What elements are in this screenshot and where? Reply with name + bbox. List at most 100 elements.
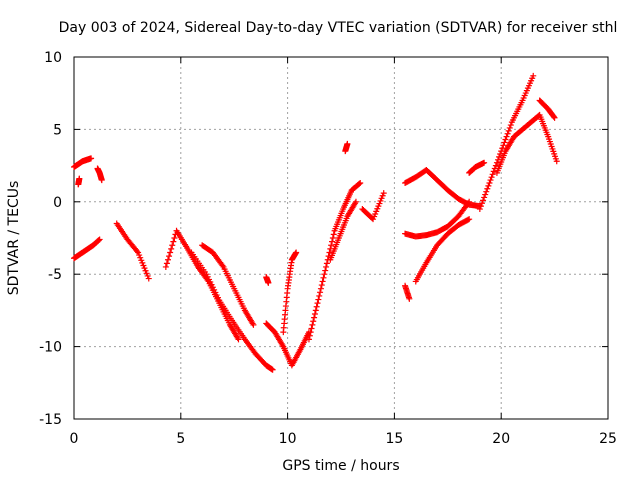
- data-point: [550, 113, 557, 120]
- data-point: [139, 259, 146, 266]
- data-point: [478, 200, 485, 207]
- data-point: [311, 311, 318, 318]
- series-sat-track-3: [94, 165, 105, 184]
- data-point: [265, 279, 272, 286]
- data-point: [496, 153, 503, 160]
- data-point: [269, 366, 276, 373]
- series-sat-track-15: [359, 190, 387, 223]
- series-sat-track-4: [71, 236, 103, 262]
- data-point: [466, 216, 473, 223]
- data-point: [330, 231, 337, 238]
- data-point: [376, 200, 383, 207]
- data-point: [162, 263, 169, 270]
- data-point: [213, 292, 220, 299]
- data-point: [504, 130, 511, 137]
- series-sat-track-14: [342, 140, 351, 155]
- data-point: [212, 289, 219, 296]
- series-sat-track-16: [402, 282, 413, 302]
- data-point: [314, 300, 321, 307]
- data-point: [481, 159, 488, 166]
- x-axis-label: GPS time / hours: [282, 458, 399, 474]
- data-point: [316, 292, 323, 299]
- y-tick-label: -10: [39, 340, 62, 356]
- x-axis-tick-labels: 0 5 10 15 20 25: [70, 431, 617, 447]
- x-tick-label: 5: [176, 431, 185, 447]
- data-point: [481, 194, 488, 201]
- data-point: [553, 158, 560, 165]
- data-point: [406, 295, 413, 302]
- series-sat-track-13: [327, 198, 359, 263]
- data-point: [477, 203, 484, 210]
- series-sat-track-7: [199, 242, 257, 328]
- data-point: [309, 321, 316, 328]
- data-point: [375, 203, 382, 210]
- data-point: [476, 206, 483, 213]
- series-sat-track-2: [75, 175, 83, 188]
- data-point: [317, 289, 324, 296]
- data-points: [71, 72, 560, 373]
- data-point: [211, 286, 218, 293]
- y-axis-tick-labels: -15 -10 -5 0 5 10: [39, 50, 62, 428]
- data-point: [135, 249, 142, 256]
- data-point: [319, 278, 326, 285]
- x-tick-label: 15: [385, 431, 403, 447]
- data-point: [503, 133, 510, 140]
- y-axis-label: SDTVAR / TECUs: [6, 181, 22, 296]
- data-point: [500, 142, 507, 149]
- data-point: [137, 254, 144, 261]
- series-sat-track-20: [466, 159, 488, 176]
- x-tick-label: 25: [599, 431, 617, 447]
- data-point: [318, 282, 325, 289]
- data-point: [321, 271, 328, 278]
- data-point: [205, 276, 212, 283]
- plot-frame: [73, 56, 609, 420]
- data-point: [76, 175, 83, 182]
- series-sat-track-19: [412, 216, 473, 285]
- data-point: [372, 210, 379, 217]
- data-point: [483, 188, 490, 195]
- axis-ticks: [73, 56, 609, 420]
- data-point: [138, 257, 145, 264]
- data-point: [207, 279, 214, 286]
- data-point: [141, 265, 148, 272]
- data-point: [505, 127, 512, 134]
- data-point: [167, 249, 174, 256]
- data-point: [315, 296, 322, 303]
- data-point: [466, 198, 473, 205]
- data-point: [480, 197, 487, 204]
- data-point: [311, 314, 318, 321]
- data-point: [344, 140, 351, 147]
- data-point: [487, 177, 494, 184]
- y-tick-label: 5: [53, 122, 62, 138]
- series-sat-track-12: [305, 179, 364, 343]
- data-point: [313, 303, 320, 310]
- data-point: [485, 182, 492, 189]
- data-point: [492, 162, 499, 169]
- data-point: [96, 236, 103, 243]
- series-sat-track-1: [71, 155, 95, 171]
- data-point: [328, 242, 335, 249]
- data-point: [356, 180, 363, 187]
- series-sat-track-21: [476, 72, 537, 213]
- y-tick-label: 10: [44, 50, 62, 66]
- data-point: [497, 151, 504, 158]
- series-sat-track-10: [263, 320, 312, 369]
- data-point: [323, 260, 330, 267]
- x-tick-label: 0: [70, 431, 79, 447]
- chart-title: Day 003 of 2024, Sidereal Day-to-day VTE…: [59, 20, 618, 36]
- data-point: [488, 174, 495, 181]
- series-sat-track-9: [263, 274, 272, 286]
- data-point: [484, 185, 491, 192]
- data-point: [235, 336, 242, 343]
- data-point: [551, 114, 558, 121]
- series-sat-track-17: [402, 166, 483, 210]
- data-point: [169, 242, 176, 249]
- data-point: [136, 252, 143, 259]
- data-point: [374, 205, 381, 212]
- data-point: [507, 122, 514, 129]
- data-point: [140, 262, 147, 269]
- data-point: [378, 195, 385, 202]
- data-point: [373, 208, 380, 215]
- data-point: [163, 260, 170, 267]
